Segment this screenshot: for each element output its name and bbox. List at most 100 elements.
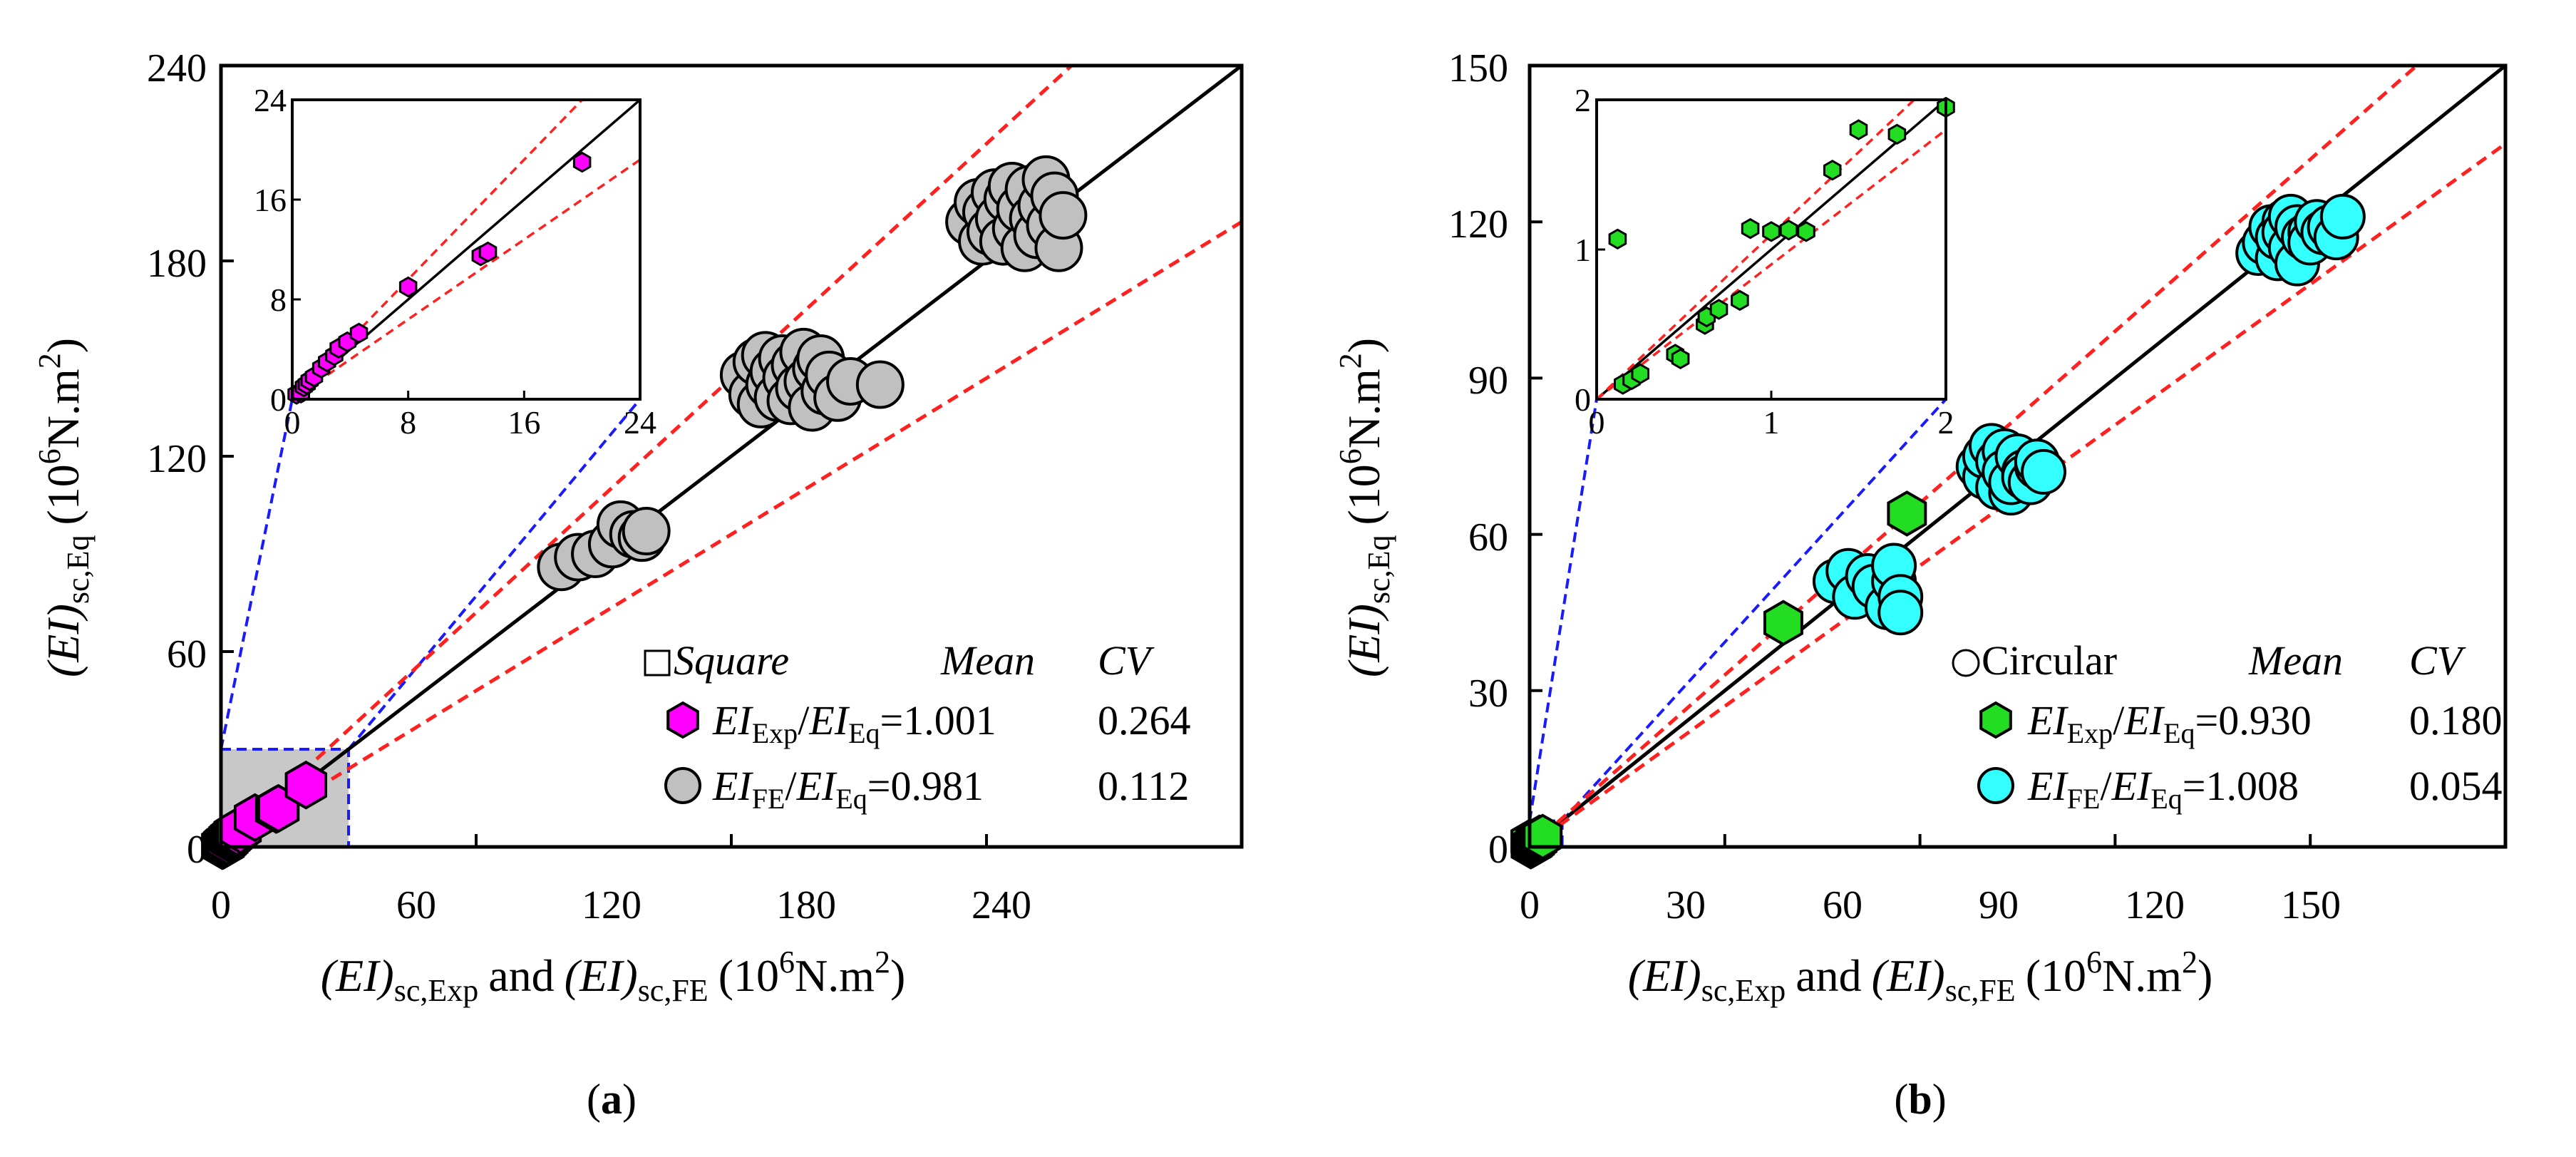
panel-a-xtitle-unit-exp: 6 bbox=[779, 945, 795, 979]
panel-b-plot-area bbox=[1510, 63, 2508, 870]
panel-a-leg0-eq: =1.001 bbox=[880, 697, 996, 744]
panel-b-x-axis-title: (EI)sc,Exp and (EI)sc,FE (106N.m2) bbox=[1628, 945, 2213, 1008]
panel-b-xtick-4: 120 bbox=[2125, 883, 2185, 927]
panel-b-legend-row-exp: EIExp/EIEq=0.930 bbox=[2027, 697, 2312, 749]
panel-a-xtitle-b-sub: sc,FE bbox=[638, 973, 709, 1008]
panel-b-leg0-sep: / bbox=[2113, 697, 2125, 744]
panel-b-ytitle-sub: sc,Eq bbox=[1361, 535, 1396, 605]
panel-b-inset-point-12 bbox=[1779, 219, 1798, 241]
panel-a-leg1-a: EI bbox=[712, 763, 753, 809]
panel-b-ytitle-close: ) bbox=[1339, 338, 1389, 353]
panel-b-legend: Circular Mean CV EIExp/EIEq=0.930 0.180 … bbox=[1952, 637, 2503, 815]
panel-b-xtitle-b-sub: sc,FE bbox=[1945, 973, 2016, 1008]
panel-b-x-ticks: 0 30 60 90 120 150 bbox=[1520, 883, 2341, 927]
panel-b-legend-col-mean: Mean bbox=[2248, 637, 2343, 684]
panel-b-xtitle-unit: (10 bbox=[2026, 950, 2086, 1001]
panel-b-xtick-1: 30 bbox=[1666, 883, 1706, 927]
panel-a-inset-point-12 bbox=[398, 276, 418, 298]
panel-a-inset-ytick-3: 24 bbox=[254, 82, 287, 118]
panel-b-xtitle-a: (EI) bbox=[1628, 950, 1701, 1001]
panel-b-point-exp-19 bbox=[1887, 490, 1927, 537]
panel-b-inset-ref-line-0 bbox=[1597, 100, 1946, 399]
panel-b-y-ticks: 0 30 60 90 120 150 bbox=[1448, 46, 1508, 872]
panel-b-leg0-eq: =0.930 bbox=[2195, 697, 2312, 744]
panel-a-ytick-1: 60 bbox=[167, 632, 207, 677]
panel-b-legend-section: Circular bbox=[1982, 637, 2117, 684]
panel-b-leg0-a-sub: Exp bbox=[2067, 717, 2113, 749]
panel-b-inset-point-14 bbox=[1823, 159, 1842, 181]
panel-a-zoom-connector-left bbox=[220, 398, 294, 750]
panel-b-ytick-1: 30 bbox=[1468, 672, 1508, 716]
panel-b-xtitle-a-sub: sc,Exp bbox=[1701, 973, 1786, 1008]
panel-a-ytitle-main: (EI) bbox=[38, 604, 88, 677]
panel-a-x-ticks: 0 60 120 180 240 bbox=[211, 883, 1031, 927]
panel-b-ytick-2: 60 bbox=[1468, 515, 1508, 560]
panel-b-ytitle-unit2-exp: 2 bbox=[1333, 353, 1368, 369]
panel-a-ytick-4: 240 bbox=[147, 46, 207, 91]
panel-b-inset-point-10 bbox=[1741, 217, 1760, 240]
panel-b-xtick-5: 150 bbox=[2281, 883, 2341, 927]
panel-b-inset-point-11 bbox=[1762, 221, 1781, 242]
panel-b-xtitle-unit-exp: 6 bbox=[2086, 945, 2102, 979]
panel-b-caption: (b) bbox=[1894, 1076, 1946, 1123]
panel-a-inset-xtick-0: 0 bbox=[284, 404, 301, 441]
panel-a-inset-xtick-3: 24 bbox=[624, 404, 656, 441]
panel-b-inset-points bbox=[1608, 96, 1955, 395]
circle-section-icon bbox=[1952, 649, 1980, 677]
panel-b-point-fe-45 bbox=[2319, 193, 2366, 240]
panel-a-inset-ytick-1: 8 bbox=[270, 282, 287, 318]
panel-a-leg1-b-sub: Eq bbox=[835, 783, 867, 815]
panel-b-inset-point-13 bbox=[1797, 221, 1815, 242]
panel-b-legend-hexagon-icon bbox=[1979, 701, 2012, 739]
panel-a-legend-marker-exp bbox=[666, 701, 699, 739]
panel-a-inset-points bbox=[287, 151, 592, 405]
panel-b-zoom-connector-right bbox=[1561, 398, 1947, 822]
panel-a-x-axis-title: (EI)sc,Exp and (EI)sc,FE (106N.m2) bbox=[321, 945, 906, 1008]
panel-b-ytick-4: 120 bbox=[1448, 202, 1508, 247]
panel-b-ytitle-unit-exp: 6 bbox=[1333, 448, 1368, 464]
panel-b-xtick-2: 60 bbox=[1823, 883, 1863, 927]
panel-a-y-axis-title: (EI)sc,Eq (106N.m2) bbox=[32, 338, 96, 677]
panel-b-inset-point-0 bbox=[1608, 228, 1627, 250]
square-section-icon bbox=[644, 649, 671, 677]
panel-b-point-fe-26 bbox=[2021, 448, 2067, 495]
panel-a-inset-point-11 bbox=[349, 322, 369, 344]
panel-a-ytitle-unit2-exp: 2 bbox=[32, 353, 67, 369]
panel-a-xtick-0: 0 bbox=[211, 883, 231, 927]
panel-a-inset-point-14 bbox=[478, 241, 498, 263]
panel-a-inset-xtick-2: 16 bbox=[508, 404, 540, 441]
panel-b-inset-ytick-0: 0 bbox=[1575, 381, 1591, 418]
panel-a-caption-letter: a bbox=[601, 1076, 622, 1123]
panel-b-ref-line-1 bbox=[1530, 66, 2420, 847]
panel-b-xtitle-and: and bbox=[1796, 950, 1861, 1001]
panel-b-inset-point-15 bbox=[1849, 119, 1868, 140]
panel-a-xtick-1: 60 bbox=[396, 883, 436, 927]
panel-b-inset-point-9 bbox=[1731, 289, 1749, 312]
panel-b-inset-point-3 bbox=[1631, 363, 1649, 385]
panel-b-inset-xtick-2: 2 bbox=[1938, 404, 1954, 441]
panel-a-ytick-3: 180 bbox=[147, 242, 207, 286]
panel-a-legend-hexagon-icon bbox=[666, 701, 699, 739]
panel-a-xtick-3: 180 bbox=[776, 883, 836, 927]
panel-a-xtick-4: 240 bbox=[972, 883, 1031, 927]
panel-a-leg0-b-sub: Eq bbox=[848, 717, 880, 749]
panel-a-series-fe bbox=[537, 155, 1088, 592]
panel-b-legend-row-fe: EIFE/EIEq=1.008 bbox=[2027, 763, 2299, 815]
panel-b-legend-circle-icon bbox=[1977, 767, 2014, 804]
panel-a-legend-section: Square bbox=[674, 637, 789, 684]
panel-b-point-fe-9 bbox=[1877, 590, 1924, 636]
panel-b-leg1-b-sub: Eq bbox=[2150, 783, 2182, 815]
panel-b-ytick-0: 0 bbox=[1488, 828, 1508, 872]
panel-a-xtitle-close: ) bbox=[890, 950, 905, 1001]
panel-b-xtitle-unit2: N.m bbox=[2102, 950, 2182, 1001]
panel-b-xtick-3: 90 bbox=[1979, 883, 2019, 927]
panel-b-ytitle-main: (EI) bbox=[1339, 604, 1389, 677]
panel-a-y-ticks: 0 60 120 180 240 bbox=[147, 46, 207, 872]
panel-b-leg1-a: EI bbox=[2027, 763, 2068, 809]
panel-b-leg1-sep: / bbox=[2100, 763, 2112, 809]
panel-b-legend-marker-fe bbox=[1977, 767, 2014, 804]
panel-a-legend: Square Mean CV EIExp/EIEq=1.001 0.264 EI… bbox=[644, 637, 1191, 815]
